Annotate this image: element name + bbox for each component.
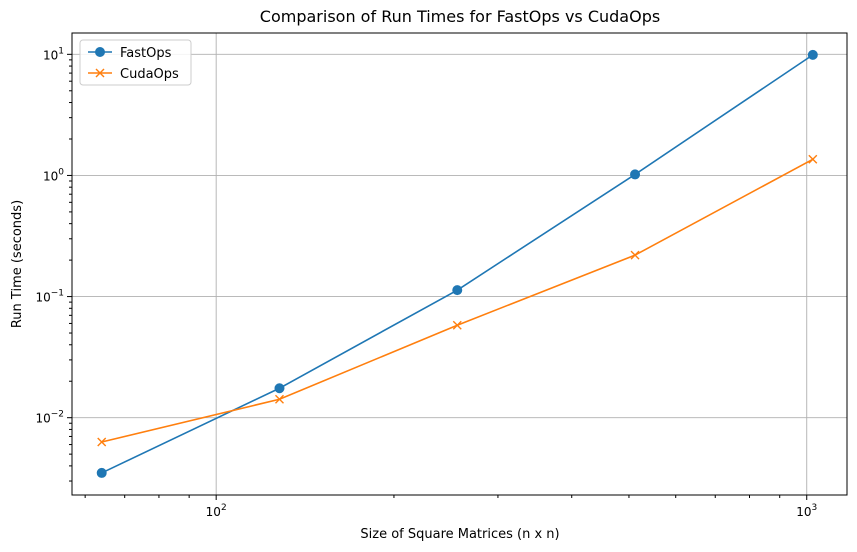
x-tick-label-exponent: 3 [812,503,818,513]
data-point-fastops [452,285,463,296]
data-point-fastops [807,49,818,60]
y-axis-label: Run Time (seconds) [10,200,25,328]
x-axis-label: Size of Square Matrices (n x n) [360,527,559,542]
plot-frame [71,32,848,496]
legend-label: FastOps [120,46,172,61]
x-tick-label-base: 10 [206,505,221,519]
x-tick-label: 102 [206,503,227,519]
data-point-fastops [630,169,641,180]
chart-title: Comparison of Run Times for FastOps vs C… [260,7,660,26]
y-tick-label: 100 [43,167,64,183]
legend-marker [95,68,105,78]
y-tick-label-exponent: −2 [51,410,64,420]
legend-item-fastops: FastOps [88,46,172,61]
y-tick-label: 10−1 [35,289,64,305]
x-tick-label-base: 10 [796,505,811,519]
y-tick-label-exponent: 1 [58,46,64,56]
data-point-cudaops [630,250,640,260]
x-tick-label: 103 [796,503,817,519]
y-tick-label: 101 [43,46,64,62]
data-point-fastops [96,467,107,478]
data-point-cudaops [452,320,462,330]
y-tick-label-base: 10 [35,291,50,305]
y-tick-label-base: 10 [35,412,50,426]
legend-marker [95,47,105,57]
data-point-fastops [274,383,285,394]
legend-item-cudaops: CudaOps [88,67,179,82]
legend: FastOps CudaOps [79,39,192,86]
y-tick-label-exponent: −1 [51,289,64,299]
x-tick-label-exponent: 2 [221,503,227,513]
y-tick-label-base: 10 [43,48,58,62]
plot-area [72,33,847,495]
y-tick-label-base: 10 [43,169,58,183]
legend-label: CudaOps [120,67,179,82]
data-point-cudaops [274,394,284,404]
y-tick-label-exponent: 0 [58,167,64,177]
data-point-cudaops [808,154,818,164]
y-tick-label: 10−2 [35,410,64,426]
data-point-cudaops [97,437,107,447]
series-layer [96,49,818,478]
